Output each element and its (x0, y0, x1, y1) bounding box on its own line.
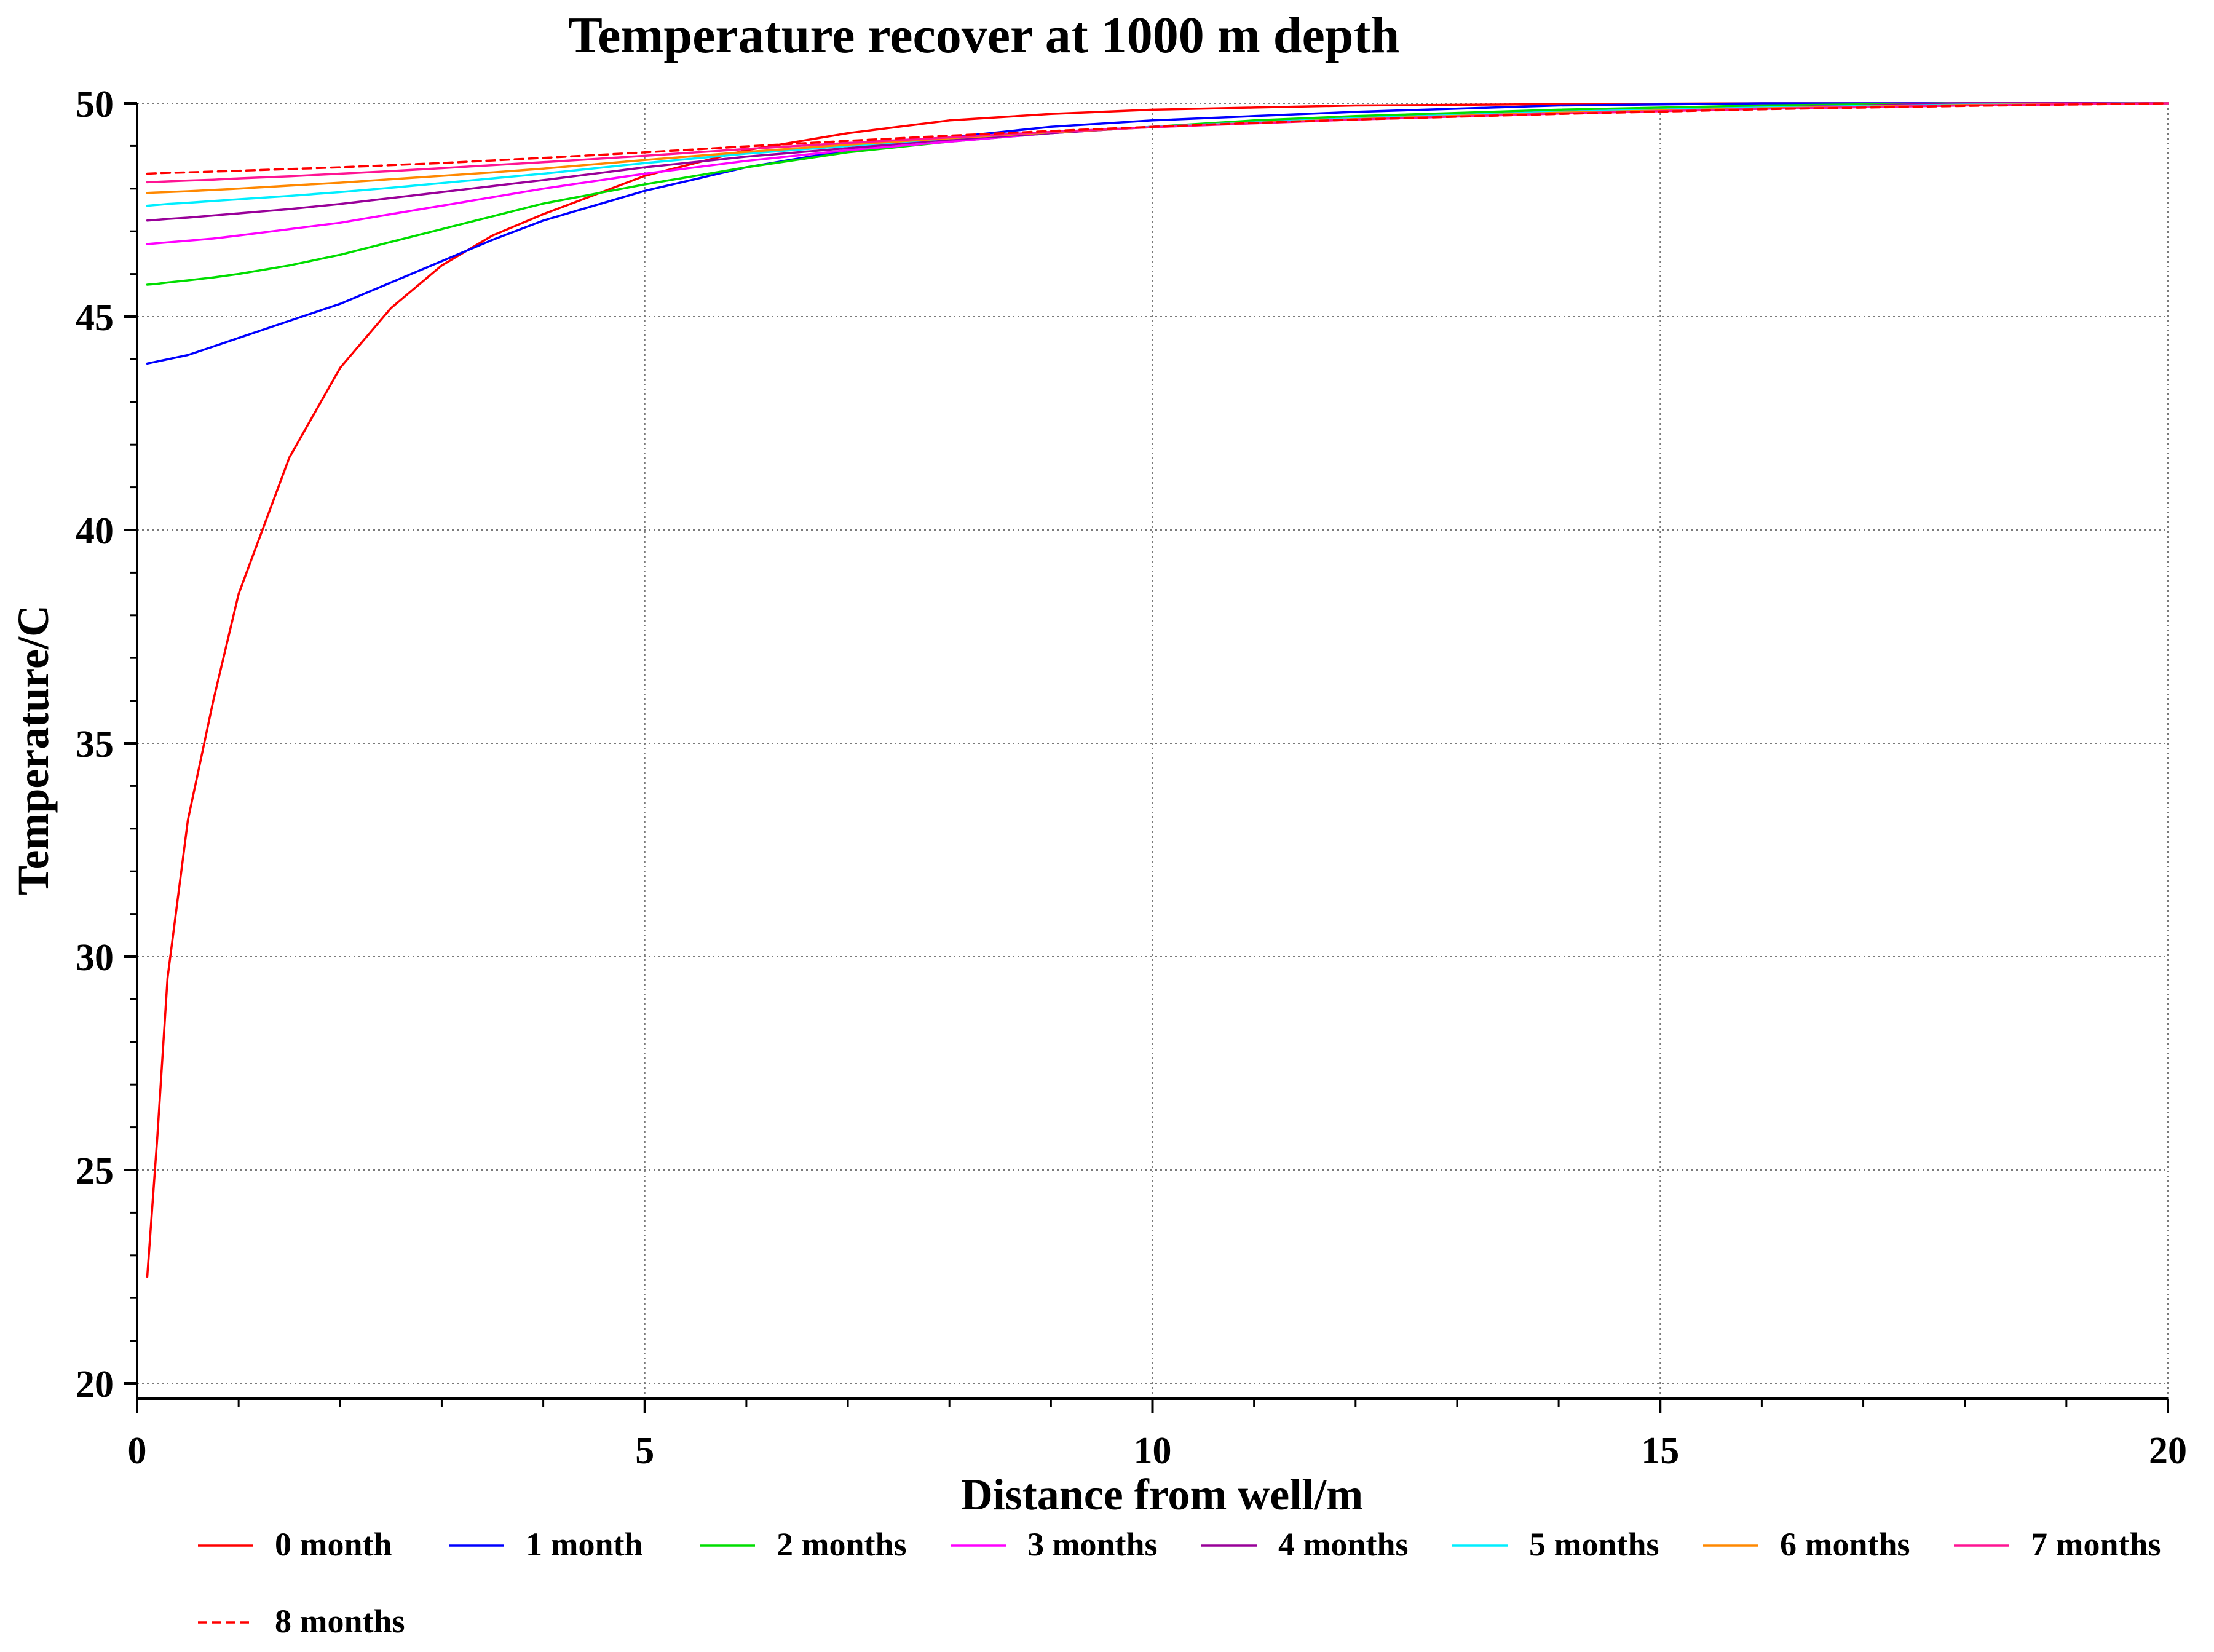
legend-item: 1 month (449, 1526, 643, 1563)
legend: 0 month 1 month 2 months 3 months 4 months 5 … (198, 1526, 2161, 1640)
series-line-8-months (146, 102, 2169, 175)
y-tick-label: 25 (76, 1150, 114, 1192)
legend-item: 0 month (198, 1526, 392, 1563)
y-tick-label: 35 (76, 724, 114, 765)
x-tick-label: 20 (2149, 1430, 2187, 1472)
legend-label: 4 months (1278, 1526, 1409, 1563)
legend-label: 0 month (275, 1526, 392, 1563)
y-tick-label: 30 (76, 937, 114, 979)
series-line-3-months (146, 102, 2169, 245)
legend-label: 5 months (1529, 1526, 1659, 1563)
legend-item: 3 months (951, 1526, 1158, 1563)
series-line-2-months (146, 102, 2169, 286)
x-tick-label: 0 (128, 1430, 147, 1472)
legend-label: 7 months (2031, 1526, 2161, 1563)
axis-ticks: 20 25 30 35 40 45 50 0 5 10 15 20 (76, 84, 2187, 1472)
x-tick-label: 15 (1641, 1430, 1679, 1472)
x-tick-label: 5 (635, 1430, 654, 1472)
legend-label: 8 months (275, 1603, 405, 1640)
grid-lines (136, 103, 2169, 1399)
x-axis-title: Distance from well/m (961, 1470, 1364, 1519)
y-axis-title: Temperature/C (9, 605, 58, 895)
series-line-6-months (146, 102, 2169, 194)
series-line-7-months (146, 102, 2169, 184)
y-tick-label: 40 (76, 510, 114, 552)
y-tick-label: 50 (76, 84, 114, 125)
legend-item: 7 months (1954, 1526, 2161, 1563)
chart-title: Temperature recover at 1000 m depth (568, 7, 1399, 64)
y-tick-label: 45 (76, 297, 114, 339)
series-line-1-month (146, 102, 2169, 365)
legend-item: 8 months (198, 1603, 405, 1640)
axes (136, 103, 2168, 1400)
legend-item: 4 months (1201, 1526, 1409, 1563)
y-tick-label: 20 (76, 1364, 114, 1405)
plot-series (146, 102, 2169, 1278)
legend-label: 1 month (526, 1526, 643, 1563)
series-line-0-month (146, 102, 2169, 1278)
legend-label: 3 months (1027, 1526, 1158, 1563)
legend-item: 5 months (1452, 1526, 1659, 1563)
legend-item: 6 months (1703, 1526, 1910, 1563)
legend-label: 2 months (777, 1526, 907, 1563)
x-tick-label: 10 (1134, 1430, 1172, 1472)
legend-item: 2 months (700, 1526, 907, 1563)
legend-label: 6 months (1780, 1526, 1910, 1563)
